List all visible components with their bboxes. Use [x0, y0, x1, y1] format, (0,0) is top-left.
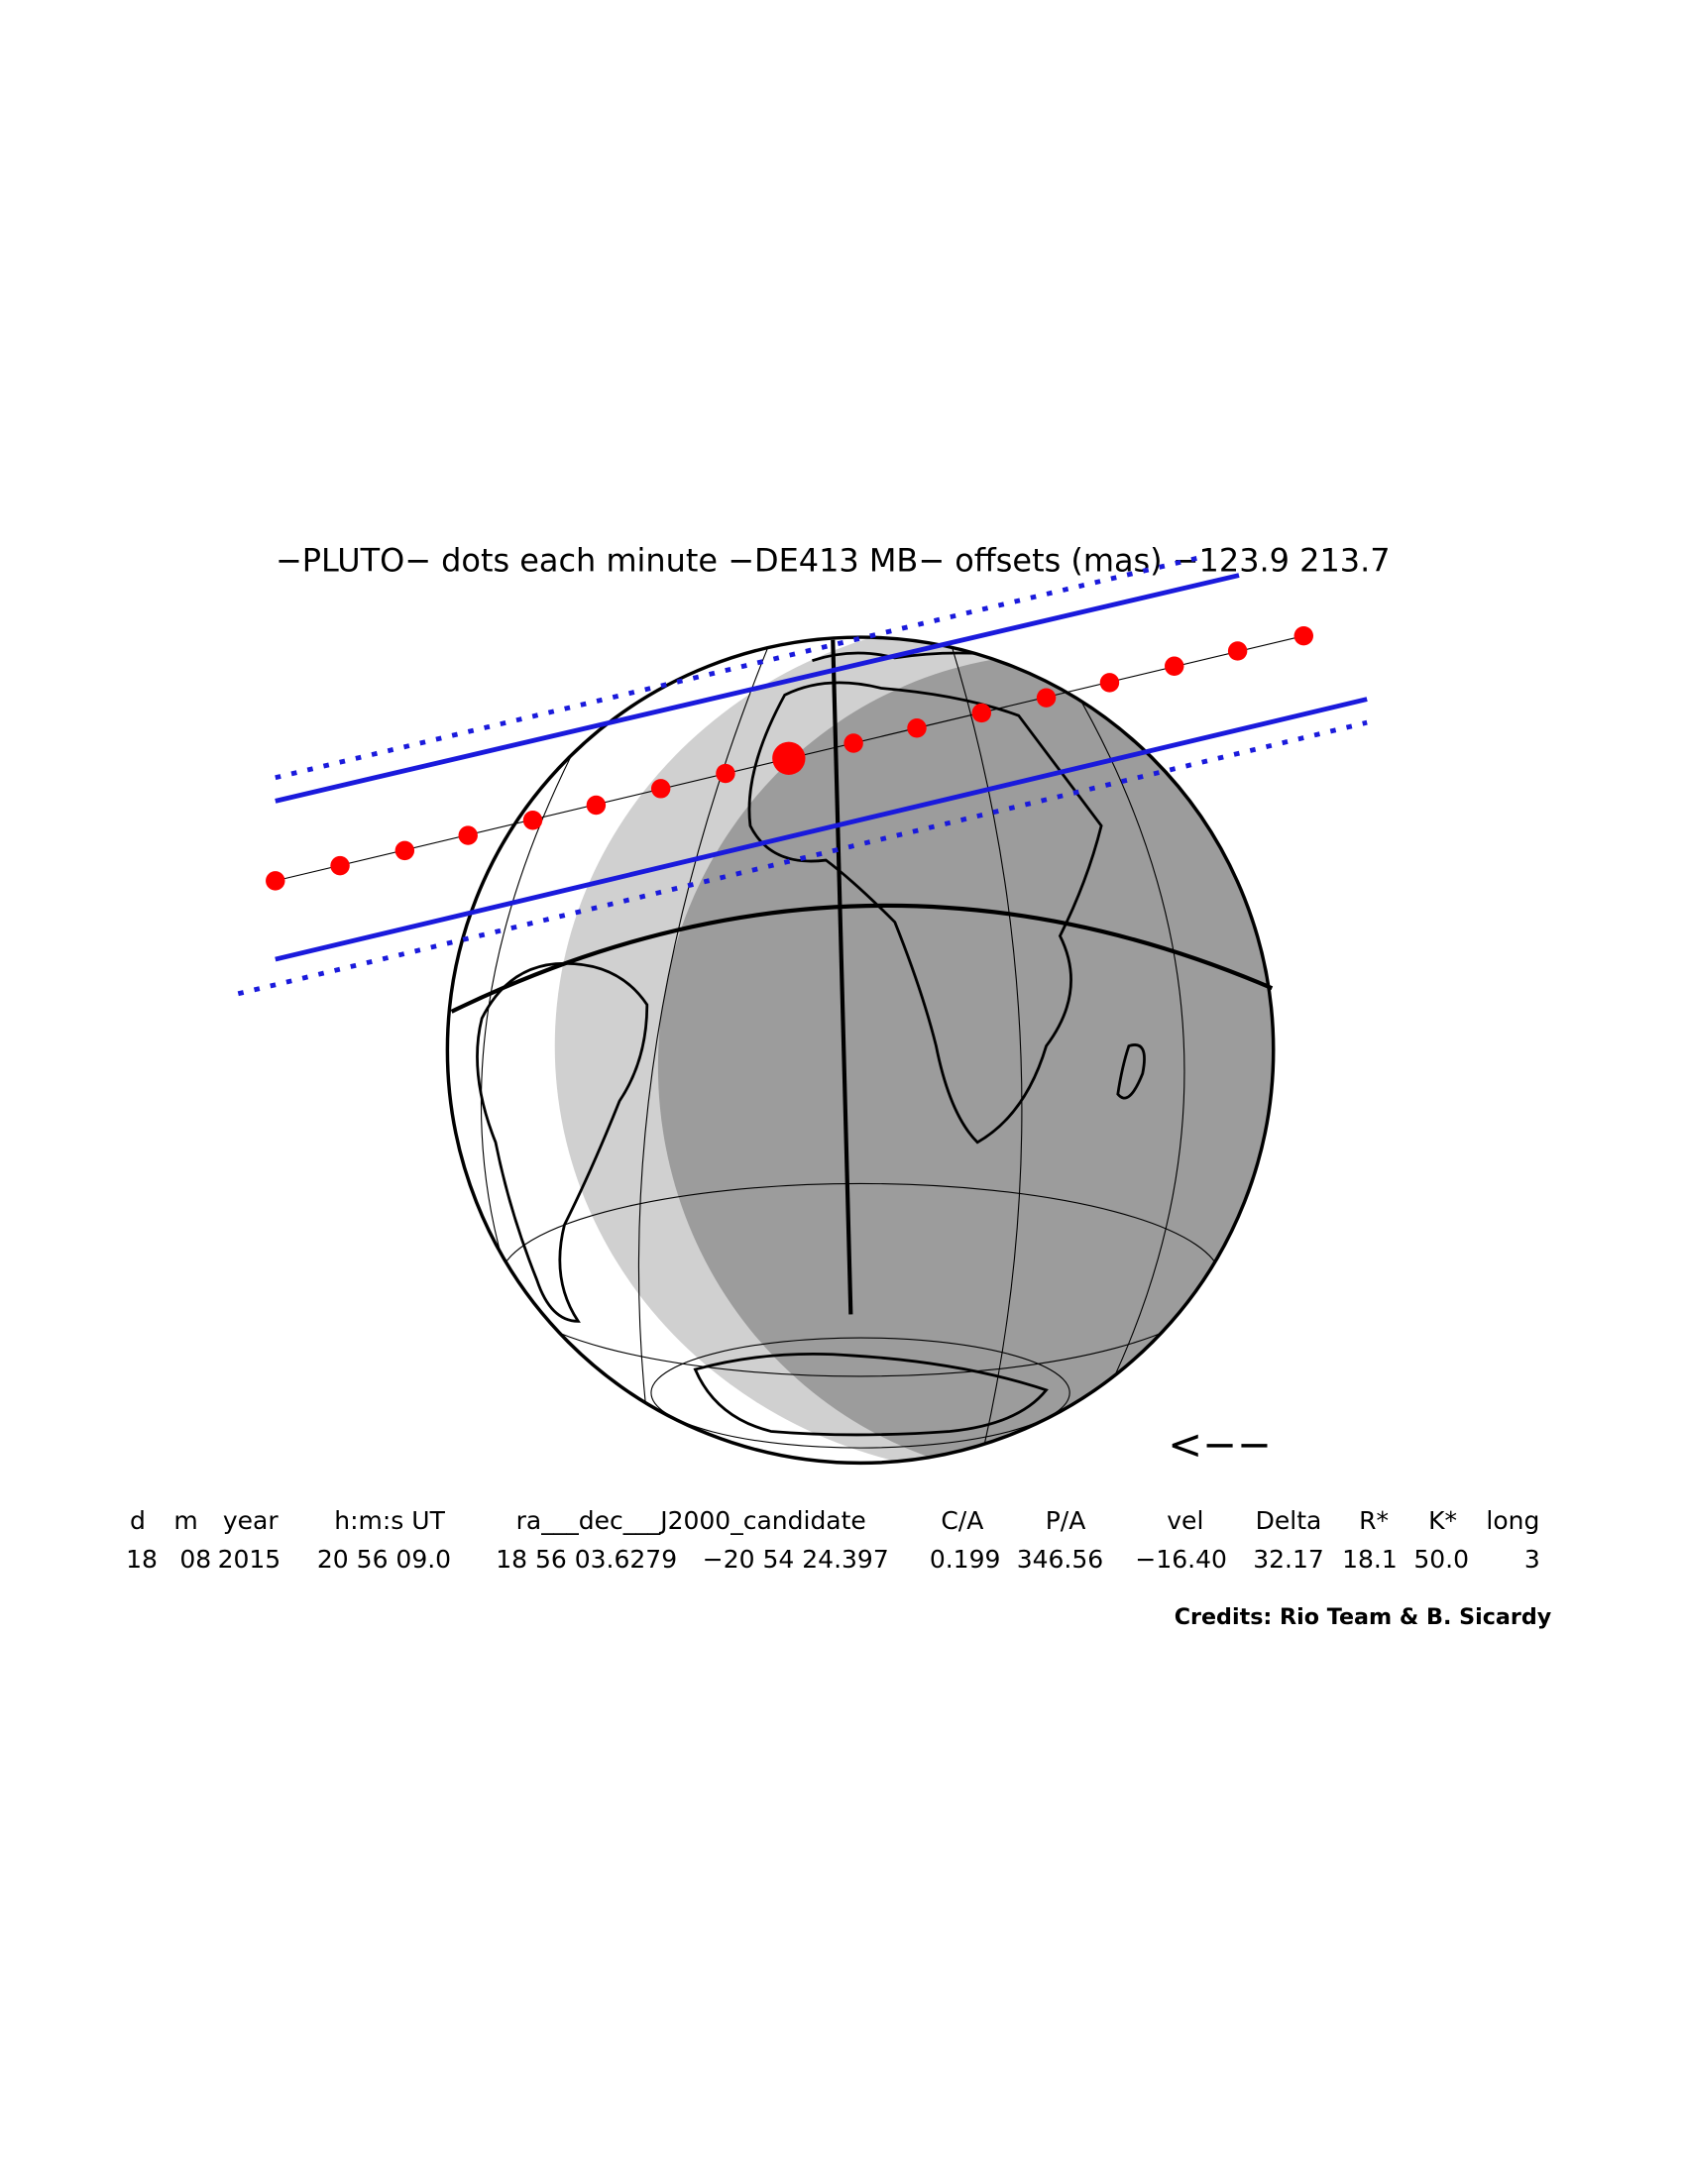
header-cell: vel: [1167, 1506, 1203, 1535]
table-header: d m year h:m:s UT ra___dec___J2000_candidate…: [130, 1506, 1539, 1535]
globe-outline: [445, 635, 1276, 1466]
value-cell: 0.199: [930, 1545, 1001, 1574]
globe-shading: [447, 637, 1274, 1464]
header-cell: ra___dec___J2000_candidate: [516, 1506, 866, 1535]
header-cell: long: [1486, 1506, 1539, 1535]
title: −PLUTO− dots each minute −DE413 MB− offs…: [276, 541, 1391, 579]
value-cell: 18: [126, 1545, 158, 1574]
header-cell: R*: [1359, 1506, 1389, 1535]
credits: Credits: Rio Team & B. Sicardy: [1175, 1604, 1552, 1630]
value-cell: 18 56 03.6279: [496, 1545, 677, 1574]
header-cell: d: [130, 1506, 146, 1535]
south-limit-dotted: [237, 719, 1368, 997]
direction-arrow: <−−: [1168, 1420, 1272, 1469]
header-cell: P/A: [1046, 1506, 1086, 1535]
central-meridian: [831, 639, 853, 1315]
north-limit: [275, 573, 1240, 804]
value-cell: 18.1: [1342, 1545, 1398, 1574]
value-cell: −20 54 24.397: [703, 1545, 889, 1574]
south-limit: [275, 697, 1368, 962]
value-cell: 08: [179, 1545, 211, 1574]
header-cell: h:m:s UT: [334, 1506, 445, 1535]
header-cell: C/A: [941, 1506, 983, 1535]
value-cell: 32.17: [1253, 1545, 1324, 1574]
equator: [450, 903, 1274, 1014]
header-cell: K*: [1428, 1506, 1457, 1535]
shadow-path: [237, 555, 1368, 997]
value-cell: 20 56 09.0: [317, 1545, 451, 1574]
header-cell: Delta: [1256, 1506, 1322, 1535]
table-row: 18 08 2015 20 56 09.0 18 56 03.6279 −20 54 24…: [126, 1545, 1540, 1574]
continents: [476, 651, 1146, 1437]
value-cell: 50.0: [1413, 1545, 1469, 1574]
minute-dots: [266, 625, 1314, 891]
value-cell: 2015: [218, 1545, 281, 1574]
map-group: −PLUTO− dots each minute −DE413 MB− offs…: [126, 541, 1552, 1630]
value-cell: −16.40: [1135, 1545, 1227, 1574]
value-cell: 346.56: [1017, 1545, 1103, 1574]
value-cell: 3: [1524, 1545, 1540, 1574]
header-cell: m: [173, 1506, 197, 1535]
header-cell: year: [223, 1506, 279, 1535]
